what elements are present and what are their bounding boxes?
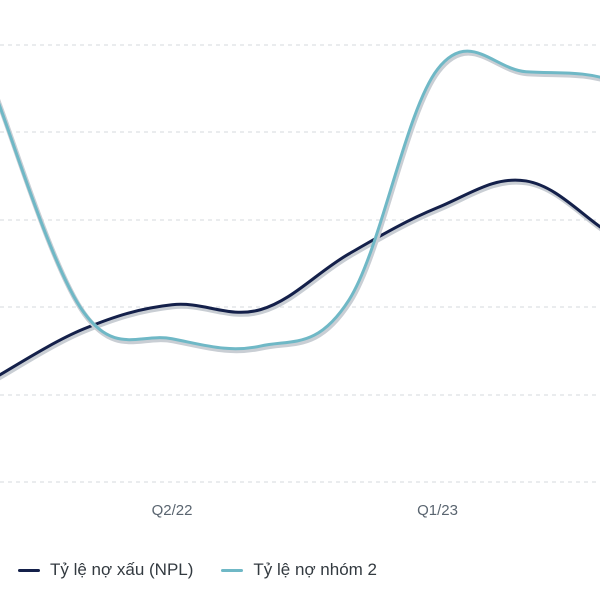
series-line-group2-shadow	[0, 50, 600, 354]
series-lines	[0, 49, 600, 381]
legend-swatch-group2	[221, 568, 244, 572]
legend: Tỷ lệ nợ xấu (NPL) Tỷ lệ nợ nhóm 2	[18, 560, 405, 580]
legend-item-group2[interactable]: Tỷ lệ nợ nhóm 2	[221, 560, 377, 580]
x-tick-label: Q2/22	[152, 502, 193, 519]
series-line-npl[interactable]	[0, 178, 600, 378]
legend-label-npl: Tỷ lệ nợ xấu (NPL)	[50, 560, 194, 579]
legend-item-npl[interactable]: Tỷ lệ nợ xấu (NPL)	[18, 560, 193, 580]
series-line-npl-shadow	[0, 179, 600, 381]
legend-swatch-npl	[18, 568, 40, 572]
gridlines	[0, 44, 600, 483]
legend-label-group2: Tỷ lệ nợ nhóm 2	[253, 560, 378, 579]
x-tick-label: Q1/23	[417, 502, 458, 519]
series-line-group2[interactable]	[0, 49, 600, 351]
